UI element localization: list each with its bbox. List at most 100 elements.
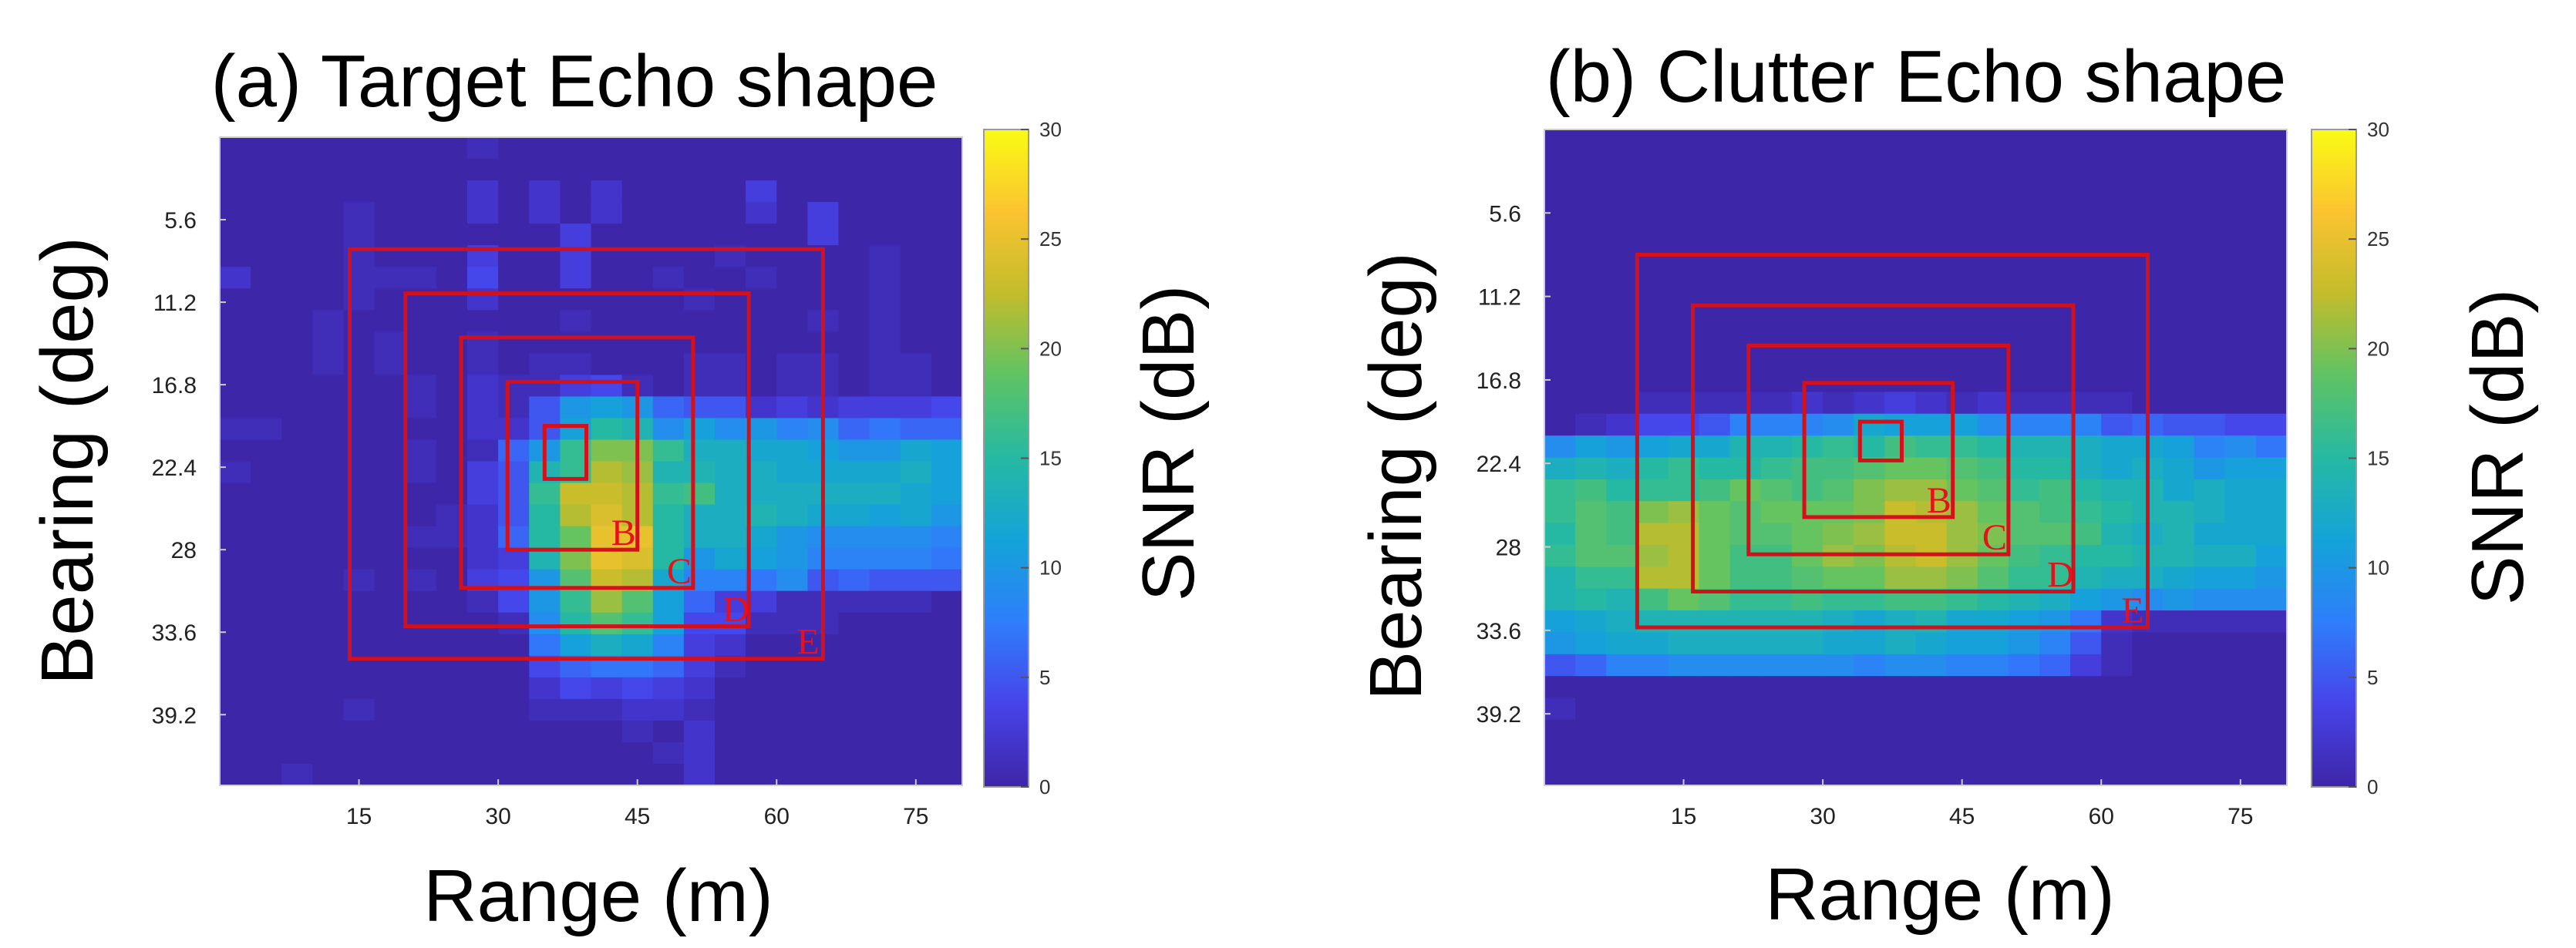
heatmap-cell: [467, 439, 499, 462]
heatmap-cell: [560, 159, 592, 181]
heatmap-cell: [1884, 719, 1917, 742]
panel-b-axes-frame: [1544, 129, 2288, 786]
heatmap-cell: [498, 224, 530, 246]
heatmap-cell: [1977, 392, 2009, 415]
heatmap-cell: [467, 741, 499, 765]
heatmap-cell: [2194, 238, 2226, 261]
heatmap-cell: [1575, 261, 1607, 284]
heatmap-cell: [1823, 654, 1854, 677]
heatmap-cell: [1854, 501, 1885, 524]
heatmap-cell: [2008, 654, 2040, 677]
heatmap-cell: [1575, 173, 1607, 196]
heatmap-cell: [838, 741, 870, 765]
heatmap-cell: [2101, 217, 2133, 240]
heatmap-cell: [1823, 741, 1854, 765]
heatmap-cell: [2070, 523, 2102, 546]
heatmap-cell: [2224, 326, 2257, 349]
panel-a-axes-frame: [219, 136, 963, 786]
heatmap-cell: [1606, 632, 1638, 655]
heatmap-cell: [746, 310, 777, 332]
heatmap-cell: [1606, 348, 1638, 371]
heatmap-cell: [560, 137, 592, 160]
window-box-e: [1635, 253, 2150, 630]
heatmap-cell: [652, 202, 685, 224]
heatmap-cell: [776, 677, 808, 700]
heatmap-cell: [1668, 326, 1700, 349]
heatmap-cell: [931, 612, 963, 635]
heatmap-cell: [1915, 304, 1948, 327]
heatmap-cell: [405, 590, 437, 614]
colorbar-tick-label: 5: [1039, 666, 1050, 689]
heatmap-cell: [1854, 129, 1885, 152]
heatmap-cell: [2163, 217, 2195, 240]
heatmap-cell: [1606, 698, 1638, 721]
heatmap-cell: [2194, 370, 2226, 392]
heatmap-cell: [1575, 544, 1607, 567]
heatmap-cell: [312, 137, 345, 160]
heatmap-cell: [1823, 479, 1854, 502]
heatmap-cell: [1544, 348, 1576, 371]
heatmap-cell: [931, 288, 963, 311]
heatmap-cell: [2224, 654, 2257, 677]
heatmap-cell: [374, 720, 406, 743]
heatmap-cell: [2224, 173, 2257, 196]
heatmap-cell: [281, 720, 313, 743]
heatmap-cell: [220, 310, 251, 332]
heatmap-cell: [405, 698, 437, 721]
heatmap-cell: [220, 504, 251, 527]
heatmap-cell: [2070, 173, 2102, 196]
heatmap-cell: [281, 396, 313, 419]
heatmap-cell: [591, 677, 623, 700]
heatmap-cell: [1946, 151, 1978, 174]
heatmap-cell: [374, 288, 406, 311]
heatmap-cell: [312, 245, 345, 267]
heatmap-cell: [1668, 676, 1700, 699]
heatmap-cell: [1606, 719, 1638, 742]
heatmap-cell: [343, 202, 375, 224]
heatmap-cell: [281, 288, 313, 311]
heatmap-cell: [746, 569, 777, 592]
heatmap-cell: [715, 180, 746, 203]
heatmap-cell: [1760, 501, 1793, 524]
heatmap-cell: [2255, 719, 2288, 742]
heatmap-cell: [2101, 413, 2133, 436]
heatmap-cell: [869, 720, 901, 743]
heatmap-cell: [776, 375, 808, 397]
heatmap-cell: [281, 590, 313, 614]
heatmap-cell: [683, 720, 716, 743]
heatmap-cell: [405, 310, 437, 332]
heatmap-cell: [1792, 566, 1823, 590]
heatmap-cell: [683, 461, 716, 484]
heatmap-cell: [1854, 195, 1885, 218]
heatmap-cell: [560, 180, 592, 203]
heatmap-cell: [591, 331, 623, 354]
heatmap-cell: [1606, 326, 1638, 349]
heatmap-cell: [1792, 741, 1823, 765]
heatmap-cell: [220, 741, 251, 765]
heatmap-cell: [405, 353, 437, 375]
heatmap-cell: [220, 418, 251, 441]
heatmap-cell: [2008, 261, 2040, 284]
heatmap-cell: [1977, 632, 2009, 655]
heatmap-cell: [591, 353, 623, 375]
heatmap-cell: [1946, 261, 1978, 284]
heatmap-cell: [746, 224, 777, 246]
heatmap-cell: [2224, 457, 2257, 480]
heatmap-cell: [1823, 173, 1854, 196]
panel-a-colorbar-ticks: 0 5 10 15 20 25 30: [1021, 118, 1062, 798]
heatmap-cell: [1544, 719, 1576, 742]
colorbar-tick-label: 25: [1039, 227, 1062, 250]
heatmap-cell: [838, 677, 870, 700]
heatmap-cell: [1606, 501, 1638, 524]
heatmap-cell: [2163, 173, 2195, 196]
heatmap-cell: [251, 634, 282, 657]
heatmap-cell: [1884, 151, 1917, 174]
heatmap-cell: [467, 331, 499, 354]
heatmap-cell: [2008, 435, 2040, 459]
heatmap-cell: [1946, 217, 1978, 240]
heatmap-cell: [1729, 304, 1762, 327]
heatmap-cell: [1637, 129, 1669, 152]
heatmap-cell: [1668, 151, 1700, 174]
x-tick-label: 60: [764, 804, 790, 829]
x-tick-label: 15: [1671, 804, 1696, 829]
